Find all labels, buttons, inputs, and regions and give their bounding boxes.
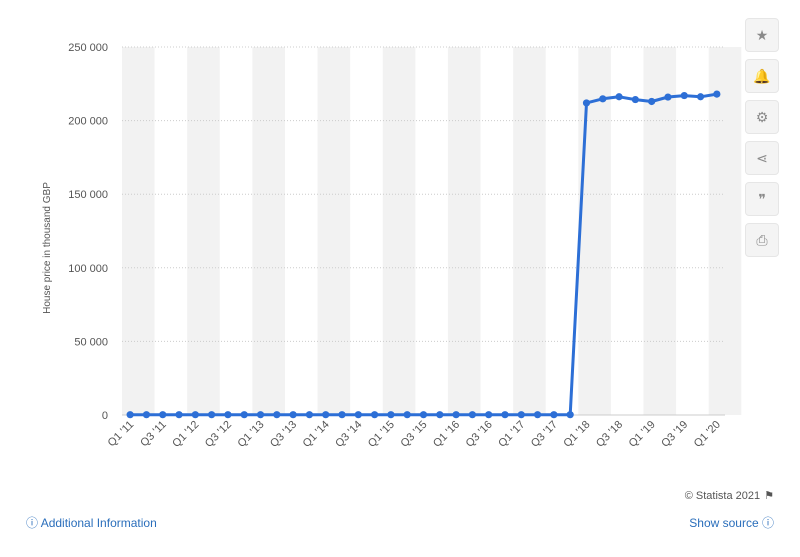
y-tick-label: 50 000 [74, 336, 108, 348]
print-icon[interactable]: ⎙ [745, 223, 779, 257]
data-point[interactable] [599, 95, 607, 103]
x-tick-label: Q3 '16 [464, 419, 495, 450]
column-band [578, 47, 611, 415]
data-point[interactable] [191, 411, 199, 419]
data-point[interactable] [224, 411, 232, 419]
data-point[interactable] [664, 93, 672, 101]
data-point[interactable] [256, 411, 265, 419]
y-axis-label: House price in thousand GBP [42, 182, 53, 314]
data-point[interactable] [485, 411, 493, 419]
data-point[interactable] [648, 97, 656, 106]
data-point[interactable] [208, 411, 216, 419]
column-band [187, 47, 220, 415]
data-point[interactable] [273, 411, 281, 419]
x-tick-label: Q3 '14 [333, 419, 364, 450]
data-point[interactable] [240, 411, 248, 419]
column-bands [122, 47, 742, 415]
data-point[interactable] [582, 99, 591, 107]
data-point[interactable] [371, 411, 379, 419]
data-point[interactable] [550, 411, 558, 419]
show-source-link[interactable]: Show source ⓘ [689, 514, 774, 531]
x-tick-label: Q3 '15 [398, 419, 429, 450]
column-band [252, 47, 285, 415]
y-tick-label: 250 000 [68, 42, 108, 54]
column-band [643, 47, 677, 415]
x-tick-label: Q1 '13 [235, 419, 266, 450]
data-point[interactable] [533, 411, 542, 419]
x-tick-label: Q1 '16 [431, 419, 462, 450]
data-point[interactable] [501, 411, 509, 419]
data-point[interactable] [338, 411, 346, 419]
data-point[interactable] [322, 411, 330, 419]
y-axis-ticks: 0 50 000 100 000 150 000 200 000 250 000 [68, 42, 108, 422]
y-tick-label: 0 [102, 410, 108, 422]
additional-information-link[interactable]: ⓘ Additional Information [26, 514, 157, 531]
quote-icon[interactable]: ❞ [745, 182, 779, 216]
data-point[interactable] [713, 90, 721, 98]
data-point[interactable] [419, 411, 428, 419]
y-tick-label: 150 000 [68, 189, 108, 201]
show-source-label: Show source [689, 516, 759, 530]
data-point[interactable] [289, 411, 297, 419]
data-point[interactable] [403, 411, 411, 419]
gear-icon[interactable]: ⚙ [745, 100, 779, 134]
column-band [447, 47, 481, 415]
column-band [382, 47, 416, 415]
additional-information-label: Additional Information [40, 516, 157, 530]
x-tick-label: Q3 '11 [138, 419, 169, 450]
x-tick-label: Q1 '19 [627, 419, 658, 450]
column-band [513, 47, 546, 415]
data-point[interactable] [680, 91, 688, 100]
credit: © Statista 2021 ⚑ [685, 489, 774, 502]
data-point[interactable] [468, 411, 476, 419]
series-points [126, 90, 721, 419]
data-point[interactable] [517, 411, 525, 419]
data-point[interactable] [696, 93, 705, 101]
flag-icon[interactable]: ⚑ [764, 490, 774, 502]
info-icon: ⓘ [758, 516, 774, 530]
column-band [122, 47, 155, 415]
data-point[interactable] [159, 411, 167, 419]
data-point[interactable] [126, 411, 134, 419]
x-tick-label: Q1 '12 [170, 419, 201, 450]
data-point[interactable] [631, 95, 639, 104]
star-icon[interactable]: ★ [745, 18, 779, 52]
column-band [708, 47, 742, 415]
data-point[interactable] [387, 411, 395, 419]
x-tick-label: Q3 '13 [268, 419, 299, 450]
x-tick-label: Q1 '14 [301, 419, 332, 450]
x-tick-label: Q1 '17 [496, 419, 527, 450]
column-band [317, 47, 351, 415]
x-tick-label: Q3 '19 [659, 419, 690, 450]
data-point[interactable] [436, 411, 444, 419]
share-icon[interactable]: ⋖ [745, 141, 779, 175]
data-point[interactable] [354, 411, 362, 419]
data-point[interactable] [452, 411, 460, 419]
x-tick-label: Q3 '12 [203, 419, 234, 450]
toolbar: ★ 🔔 ⚙ ⋖ ❞ ⎙ [745, 18, 781, 264]
x-tick-label: Q1 '18 [561, 419, 592, 450]
data-point[interactable] [305, 411, 314, 419]
data-point[interactable] [175, 411, 183, 419]
x-tick-label: Q1 '11 [106, 419, 137, 450]
x-tick-label: Q1 '20 [692, 419, 723, 450]
x-tick-label: Q3 '18 [594, 419, 625, 450]
data-point[interactable] [615, 93, 623, 101]
bell-icon[interactable]: 🔔 [745, 59, 779, 93]
data-point[interactable] [566, 411, 574, 419]
y-tick-label: 100 000 [68, 263, 108, 275]
info-icon: ⓘ [26, 516, 41, 530]
data-point[interactable] [142, 411, 151, 419]
x-axis-ticks: Q1 '11 Q3 '11 Q1 '12 Q3 '12 Q1 '13 Q3 '13 Q1 '… [106, 419, 723, 450]
credit-text: © Statista 2021 [684, 490, 761, 502]
x-tick-label: Q3 '17 [529, 419, 560, 450]
x-tick-label: Q1 '15 [366, 419, 397, 450]
y-tick-label: 200 000 [68, 116, 108, 128]
